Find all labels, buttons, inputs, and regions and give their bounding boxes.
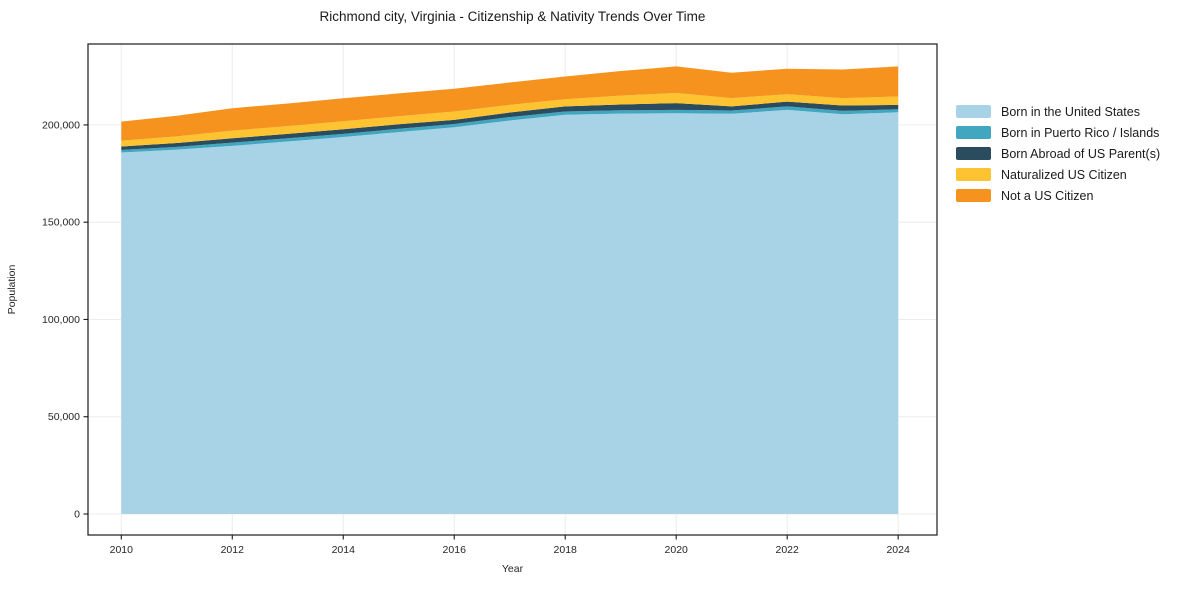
y-tick-label: 200,000 (42, 119, 80, 131)
plot-frame (87, 43, 938, 536)
x-tick-label: 2016 (443, 544, 467, 556)
legend-item-naturalized-us-citizen: Naturalized US Citizen (956, 167, 1160, 182)
y-tick-label: 100,000 (42, 314, 80, 326)
chart-title: Richmond city, Virginia - Citizenship & … (319, 9, 706, 24)
legend-swatch-not-a-us-citizen (956, 189, 991, 202)
x-tick-label: 2018 (554, 544, 578, 556)
x-tick-label: 2014 (332, 544, 356, 556)
y-tick-label: 50,000 (48, 411, 80, 423)
x-tick-label: 2022 (775, 544, 799, 556)
area-not-a-us-citizen (121, 66, 899, 141)
legend-swatch-born-abroad-of-us-parent-s (956, 147, 991, 160)
x-axis-label: Year (502, 563, 524, 575)
area-born-in-puerto-rico-islands (121, 106, 899, 153)
legend-swatch-born-in-puerto-rico-islands (956, 126, 991, 139)
legend: Born in the United States Born in Puerto … (956, 105, 1160, 210)
legend-swatch-born-in-the-united-states (956, 105, 991, 118)
legend-item-born-in-the-united-states: Born in the United States (956, 104, 1160, 119)
legend-label: Naturalized US Citizen (1001, 167, 1127, 182)
y-tick-label: 0 (74, 508, 80, 520)
legend-label: Born in Puerto Rico / Islands (1001, 125, 1160, 140)
x-tick-label: 2010 (110, 544, 134, 556)
legend-swatch-naturalized-us-citizen (956, 168, 991, 181)
area-born-in-the-united-states (121, 109, 899, 515)
legend-item-born-abroad-of-us-parent-s: Born Abroad of US Parent(s) (956, 146, 1161, 161)
legend-item-born-in-puerto-rico-islands: Born in Puerto Rico / Islands (956, 125, 1160, 140)
y-tick-label: 150,000 (42, 217, 80, 229)
y-axis-label: Population (6, 265, 18, 315)
area-born-abroad-of-us-parent-s (121, 101, 899, 150)
area-naturalized-us-citizen (121, 93, 899, 147)
legend-item-not-a-us-citizen: Not a US Citizen (956, 188, 1160, 203)
legend-label: Not a US Citizen (1001, 188, 1094, 203)
legend-label: Born in the United States (1001, 104, 1140, 119)
legend-label: Born Abroad of US Parent(s) (1001, 146, 1161, 161)
x-tick-label: 2012 (221, 544, 245, 556)
x-tick-label: 2020 (665, 544, 689, 556)
x-tick-label: 2024 (886, 544, 910, 556)
